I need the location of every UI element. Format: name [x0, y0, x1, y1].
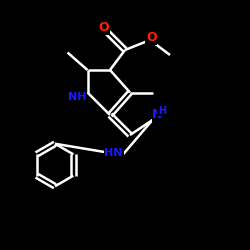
Text: HN: HN: [104, 148, 123, 158]
Text: N: N: [152, 108, 163, 122]
Text: O: O: [98, 21, 109, 34]
Text: O: O: [146, 31, 156, 44]
Text: H: H: [158, 106, 166, 116]
Text: NH: NH: [68, 92, 87, 102]
